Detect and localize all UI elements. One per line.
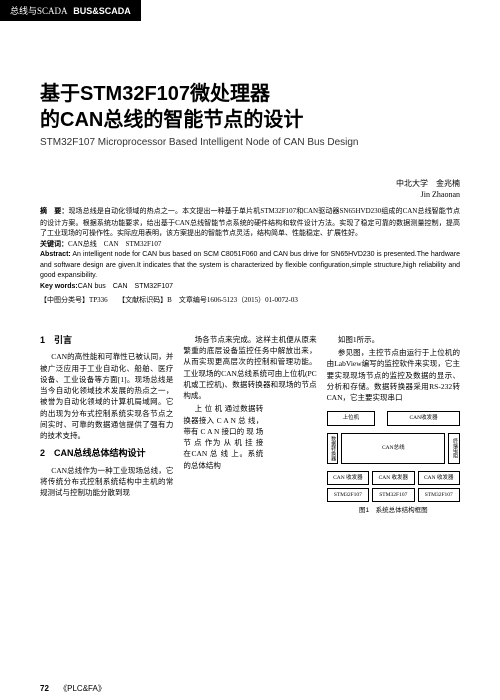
title-en: STM32F107 Microprocessor Based Intellige… [40,137,460,148]
keywords-cn: 关键词：CAN总线 CAN STM32F107 [40,239,460,251]
section-label-cn: 总线与SCADA [10,6,67,16]
diagram-box-mcu2: STM32F107 [372,488,414,502]
diagram-box-rx3: CAN 收发器 [418,471,460,485]
abstract-cn: 摘 要：现场总线是自动化领域的热点之一。本文提出一种基于单片机STM32F107… [40,206,460,239]
journal-name: 《PLC&FA》 [59,684,106,693]
author-name-en: Jin Zhaonan [40,189,460,200]
title-cn-line2: 的CAN总线的智能节点的设计 [40,107,460,133]
title-block: 基于STM32F107微处理器 的CAN总线的智能节点的设计 STM32F107… [40,81,460,148]
author-block: 中北大学 金兆楠 Jin Zhaonan [40,178,460,200]
column-1: 1 引言 CAN的高性能和可靠性已被认同，并被广泛应用于工业自动化、船舶、医疗设… [40,334,173,516]
section-2-heading: 2 CAN总线总体结构设计 [40,447,173,461]
diagram-box-rx2: CAN 收发器 [372,471,414,485]
column-3: 如图1所示。 参见图，主控节点由运行于上位机的由LabView编写的监控软件来实… [327,334,460,516]
kw-label-en: Key words: [40,283,78,290]
section-1-heading: 1 引言 [40,334,173,348]
kw-text-en: CAN bus CAN STM32F107 [78,283,173,290]
diagram-box-pc: 上位机 [327,411,376,425]
col2-para-1: 场各节点来完成。这样主机便从原来繁重的底层设备监控任务中解放出来，从而实现更高层… [183,334,316,402]
figure-1: 上位机 CAN收发器 数据转换器 CAN总线 终端电阻 CAN 收发器 CAN … [327,411,460,516]
abstract-text-cn: 现场总线是自动化领域的热点之一。本文提出一种基于单片机STM32F107和CAN… [40,207,460,237]
abstract-text-en: An intelligent node for CAN bus based on… [40,251,460,279]
abstract-label-en: Abstract: [40,251,71,258]
diagram-box-transceiver-top: CAN收发器 [387,411,460,425]
section-1-para-1: CAN的高性能和可靠性已被认同，并被广泛应用于工业自动化、船舶、医疗设备、工业设… [40,351,173,441]
col2-para-2: 上 位 机 通过数据转换器接入 C A N 总 线，带有 C A N 接口的 现… [183,403,263,471]
classification-line: 【中图分类号】TP336 【文献标识码】B 文章编号1606-5123（2015… [40,295,460,306]
figure-1-caption: 图1 系统总体结构框图 [327,506,460,516]
kw-label-cn: 关键词： [40,241,68,248]
diagram-box-mcu3: STM32F107 [418,488,460,502]
page-number: 72 [40,684,49,693]
diagram-box-rx1: CAN 收发器 [327,471,369,485]
author-affil-cn: 中北大学 金兆楠 [40,178,460,189]
keywords-en: Key words:CAN bus CAN STM32F107 [40,282,460,293]
col3-para-2: 参见图，主控节点由运行于上位机的由LabView编写的监控软件来实现，它主要实现… [327,347,460,403]
title-cn-line1: 基于STM32F107微处理器 [40,81,460,107]
diagram-box-converter: 数据转换器 [327,433,339,464]
section-label-en: BUS&SCADA [73,6,131,16]
col3-para-1: 如图1所示。 [327,334,460,345]
figure-1-diagram: 上位机 CAN收发器 数据转换器 CAN总线 终端电阻 CAN 收发器 CAN … [327,411,460,502]
page-footer: 72 《PLC&FA》 [40,683,106,694]
diagram-box-mcu1: STM32F107 [327,488,369,502]
kw-text-cn: CAN总线 CAN STM32F107 [68,240,161,248]
col2-narrow-block: 上 位 机 通过数据转换器接入 C A N 总 线，带有 C A N 接口的 现… [183,403,263,471]
diagram-box-terminator: 终端电阻 [448,433,460,464]
abstract-label-cn: 摘 要： [40,208,68,215]
abstract-en: Abstract: An intelligent node for CAN bu… [40,250,460,282]
section-2-para-1: CAN总线作为一种工业现场总线，它将传统分布式控制系统结构中主机的常规测试与控制… [40,465,173,499]
diagram-box-canbus: CAN总线 [341,433,445,464]
abstract-block: 摘 要：现场总线是自动化领域的热点之一。本文提出一种基于单片机STM32F107… [40,206,460,306]
body-columns: 1 引言 CAN的高性能和可靠性已被认同，并被广泛应用于工业自动化、船舶、医疗设… [40,334,460,516]
section-header: 总线与SCADA BUS&SCADA [0,0,141,21]
column-2: 场各节点来完成。这样主机便从原来繁重的底层设备监控任务中解放出来，从而实现更高层… [183,334,316,516]
